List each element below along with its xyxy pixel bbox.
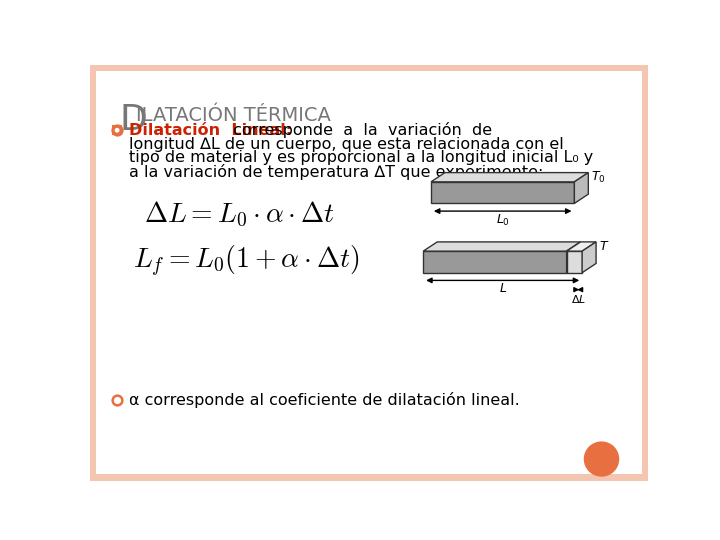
FancyBboxPatch shape <box>90 65 648 71</box>
Polygon shape <box>567 242 580 273</box>
FancyBboxPatch shape <box>642 65 648 481</box>
FancyBboxPatch shape <box>90 65 96 481</box>
Polygon shape <box>575 173 588 204</box>
Text: longitud ∆L de un cuerpo, que esta relacionada con el: longitud ∆L de un cuerpo, que esta relac… <box>129 137 564 152</box>
Text: ILATACIÓN TÉRMICA: ILATACIÓN TÉRMICA <box>137 106 331 125</box>
Text: $T$: $T$ <box>599 240 610 253</box>
Text: $\Delta L = L_0 \cdot \alpha \cdot \Delta t$: $\Delta L = L_0 \cdot \alpha \cdot \Delt… <box>144 200 335 230</box>
Polygon shape <box>582 242 596 273</box>
Circle shape <box>585 442 618 476</box>
Polygon shape <box>423 242 580 251</box>
Text: tipo de material y es proporcional a la longitud inicial L₀ y: tipo de material y es proporcional a la … <box>129 151 593 165</box>
FancyBboxPatch shape <box>90 475 648 481</box>
Polygon shape <box>567 251 582 273</box>
Text: a la variación de temperatura ∆T que experimente:: a la variación de temperatura ∆T que exp… <box>129 164 543 180</box>
Text: corresponde  a  la  variación  de: corresponde a la variación de <box>228 122 492 138</box>
Text: $L_0$: $L_0$ <box>495 213 510 228</box>
Text: Dilatación  Lineal:: Dilatación Lineal: <box>129 123 292 138</box>
Polygon shape <box>567 242 596 251</box>
Text: α corresponde al coeficiente de dilatación lineal.: α corresponde al coeficiente de dilataci… <box>129 392 520 408</box>
Text: $L$: $L$ <box>498 282 507 295</box>
Text: $T_0$: $T_0$ <box>591 170 606 185</box>
Text: D: D <box>120 103 147 137</box>
Polygon shape <box>431 182 575 204</box>
Polygon shape <box>423 251 567 273</box>
Text: $\Delta L$: $\Delta L$ <box>571 293 586 305</box>
Text: $L_f = L_0(1 + \alpha \cdot \Delta t)$: $L_f = L_0(1 + \alpha \cdot \Delta t)$ <box>132 244 359 279</box>
Polygon shape <box>431 173 588 182</box>
